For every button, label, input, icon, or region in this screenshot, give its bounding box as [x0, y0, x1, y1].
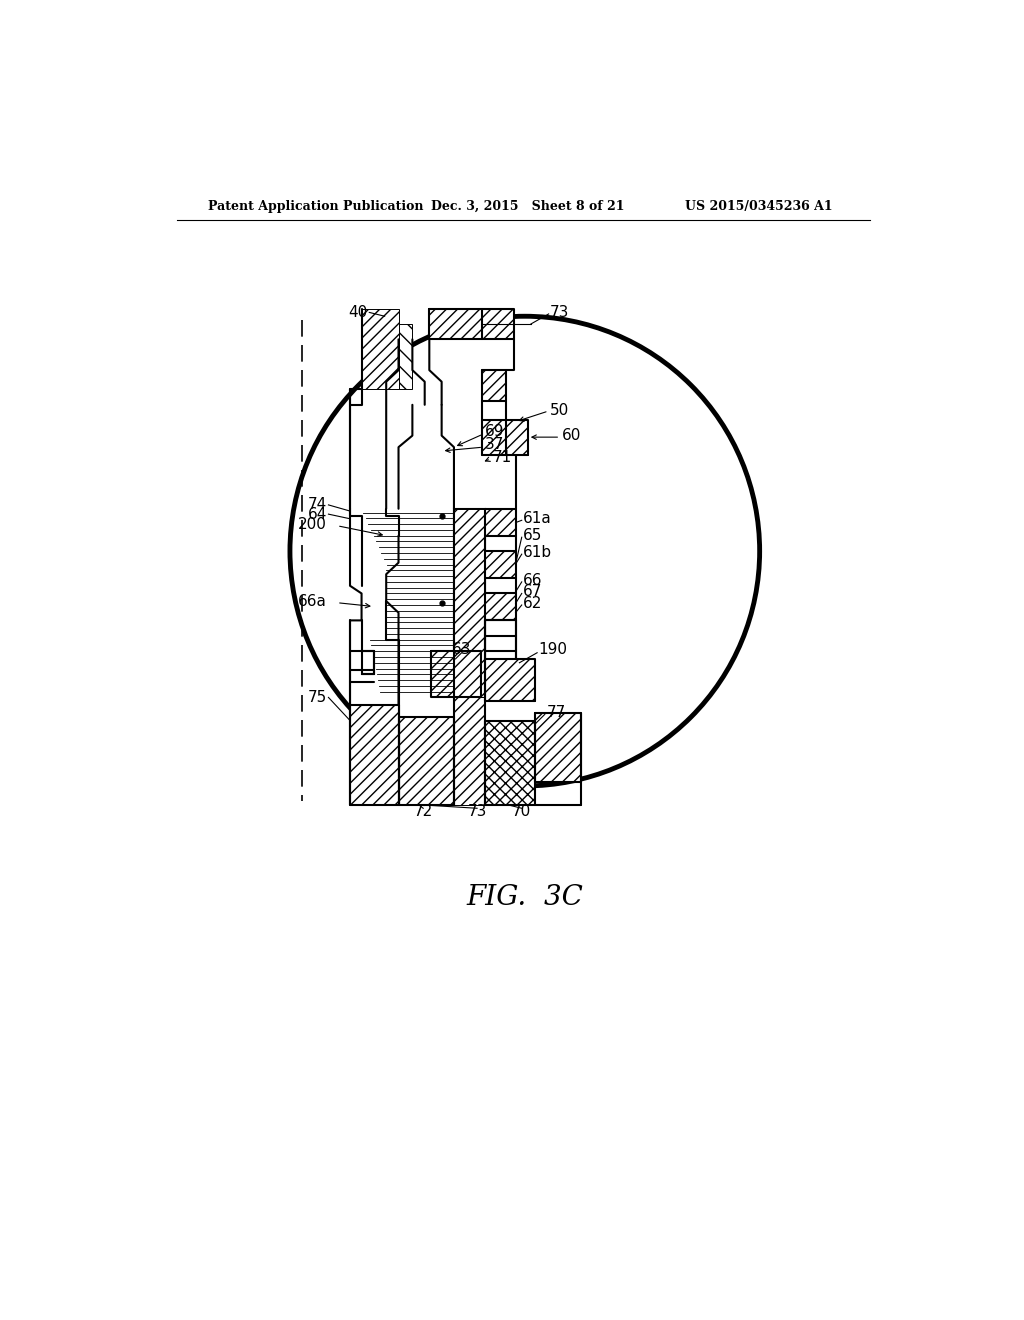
Bar — [484, 659, 535, 701]
Bar — [484, 721, 535, 805]
Bar — [398, 717, 454, 805]
Bar — [431, 651, 481, 697]
Bar — [481, 420, 528, 455]
Bar — [454, 697, 484, 805]
Text: 64: 64 — [307, 507, 327, 521]
Text: 37: 37 — [484, 437, 504, 453]
Text: 75: 75 — [307, 690, 327, 705]
Bar — [481, 370, 506, 401]
Text: 72: 72 — [414, 804, 433, 818]
Text: 71: 71 — [493, 450, 512, 465]
Text: 61a: 61a — [523, 511, 552, 527]
Text: 63: 63 — [452, 642, 471, 657]
Text: 200: 200 — [298, 517, 327, 532]
Text: 73: 73 — [550, 305, 569, 319]
Bar — [535, 713, 581, 781]
Text: 190: 190 — [539, 642, 567, 657]
Text: Dec. 3, 2015   Sheet 8 of 21: Dec. 3, 2015 Sheet 8 of 21 — [431, 199, 625, 213]
Bar — [350, 705, 398, 805]
Text: US 2015/0345236 A1: US 2015/0345236 A1 — [685, 199, 833, 213]
Bar — [454, 508, 484, 697]
Text: 40: 40 — [348, 305, 368, 319]
Bar — [454, 508, 484, 697]
Text: 67: 67 — [523, 583, 543, 599]
Text: 73: 73 — [467, 804, 486, 818]
Text: 61b: 61b — [523, 545, 552, 560]
Text: 66a: 66a — [298, 594, 327, 609]
Text: 65: 65 — [523, 528, 543, 544]
Bar — [484, 508, 515, 536]
Bar — [484, 552, 515, 578]
Text: 77: 77 — [547, 705, 565, 721]
Text: 70: 70 — [512, 804, 531, 818]
Bar — [481, 309, 514, 339]
Bar — [398, 323, 413, 389]
Text: FIG.  3C: FIG. 3C — [466, 884, 584, 911]
Bar — [361, 309, 398, 389]
Bar — [361, 651, 374, 675]
Text: 69: 69 — [484, 424, 504, 440]
Text: Patent Application Publication: Patent Application Publication — [208, 199, 423, 213]
Bar — [429, 309, 481, 339]
Bar — [484, 594, 515, 620]
Text: 74: 74 — [307, 498, 327, 512]
Text: 62: 62 — [523, 595, 543, 611]
Text: 60: 60 — [562, 428, 582, 444]
Text: 50: 50 — [550, 404, 569, 418]
Text: 66: 66 — [523, 573, 543, 587]
